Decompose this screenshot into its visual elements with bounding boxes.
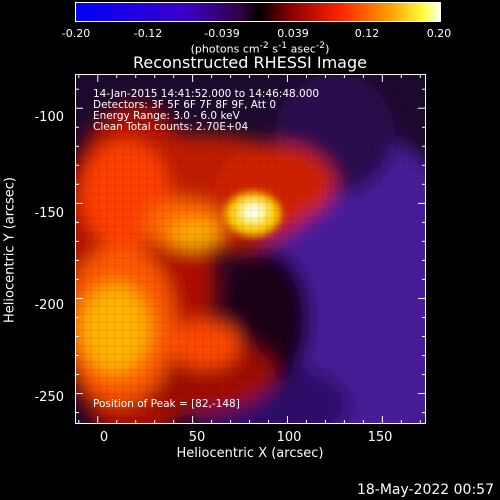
info-line-time-range: 14-Jan-2015 14:41:52.000 to 14:46:48.000	[93, 88, 319, 100]
pixel-grid	[75, 74, 426, 424]
x-tick-label: 100	[276, 430, 302, 445]
y-axis-label: Heliocentric Y (arcsec)	[2, 177, 18, 323]
colorbar	[75, 2, 441, 22]
colorbar-tick-label: 0.039	[277, 27, 309, 40]
colorbar-tick-label: 0.20	[426, 27, 452, 40]
colorbar-tick-label: -0.12	[133, 27, 163, 40]
colorbar-tick-label: -0.20	[61, 27, 91, 40]
info-line-detectors: Detectors: 3F 5F 6F 7F 8F 9F, Att 0	[93, 99, 276, 111]
info-line-counts: Clean Total counts: 2.70E+04	[93, 121, 248, 133]
heatmap-plot-area: 14-Jan-2015 14:41:52.000 to 14:46:48.000…	[75, 74, 426, 424]
chart-title: Reconstructed RHESSI Image	[133, 53, 367, 72]
colorbar-unit-label: (photons cm-2 s-1 asec-2)	[190, 40, 330, 56]
info-line-energy-range: Energy Range: 3.0 - 6.0 keV	[93, 110, 241, 122]
x-tick-label: 150	[367, 430, 393, 445]
y-tick-label: -150	[34, 206, 64, 221]
y-tick-label: -100	[34, 110, 64, 125]
footer-date: 18-May-2022 00:57	[356, 482, 494, 498]
x-tick-label: 50	[188, 430, 206, 445]
colorbar-tick-label: 0.12	[354, 27, 380, 40]
y-tick-label: -200	[34, 298, 64, 313]
axes-frame	[75, 74, 426, 424]
observation-info: 14-Jan-2015 14:41:52.000 to 14:46:48.000…	[93, 88, 319, 410]
y-tick-label: -250	[34, 390, 64, 405]
x-axis-label: Heliocentric X (arcsec)	[176, 446, 324, 461]
colorbar-tick-label: -0.039	[204, 27, 240, 40]
peak-position-label: Position of Peak = [82,-148]	[93, 398, 240, 410]
x-tick-label: 0	[99, 430, 109, 445]
